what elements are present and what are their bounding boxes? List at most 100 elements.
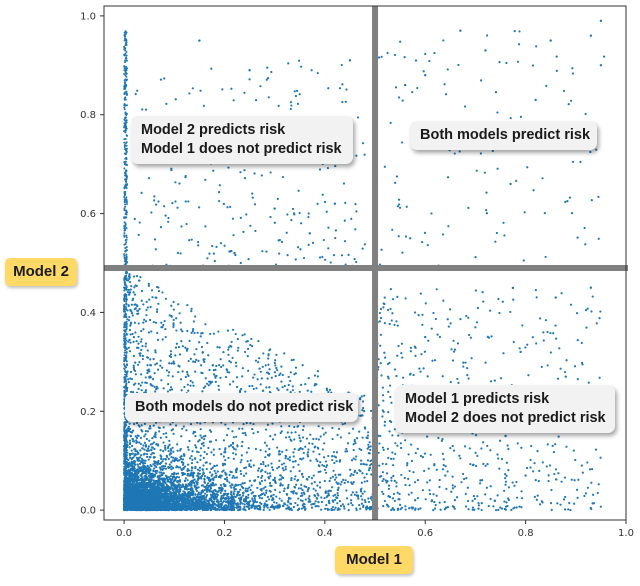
scatter-point: [152, 441, 156, 444]
scatter-point: [146, 371, 149, 375]
scatter-point: [197, 451, 200, 454]
scatter-point: [129, 324, 132, 327]
scatter-point: [214, 483, 217, 486]
scatter-point: [186, 492, 189, 495]
scatter-point: [139, 449, 142, 452]
scatter-point: [203, 485, 206, 488]
scatter-point: [151, 446, 154, 449]
scatter-point: [171, 495, 174, 498]
scatter-point: [173, 493, 176, 496]
scatter-point: [340, 480, 343, 483]
scatter-point: [232, 503, 235, 506]
scatter-point: [351, 504, 354, 507]
scatter-point: [294, 460, 297, 463]
scatter-point: [136, 484, 139, 488]
scatter-point: [301, 447, 304, 451]
scatter-point: [268, 508, 271, 511]
scatter-point: [207, 380, 211, 383]
scatter-point: [149, 305, 152, 309]
scatter-point: [234, 484, 237, 488]
scatter-point: [244, 487, 247, 490]
scatter-point: [137, 363, 140, 366]
scatter-point: [361, 409, 364, 412]
scatter-point: [190, 454, 193, 458]
scatter-point: [153, 447, 156, 451]
scatter-point: [164, 486, 168, 489]
scatter-point: [149, 456, 152, 459]
scatter-point: [181, 492, 184, 496]
scatter-point: [262, 461, 265, 464]
scatter-point: [205, 382, 209, 385]
scatter-point: [181, 463, 185, 466]
scatter-point: [191, 504, 194, 507]
scatter-point: [283, 352, 286, 355]
scatter-point: [350, 501, 353, 505]
scatter-point: [210, 451, 213, 454]
scatter-point: [178, 479, 182, 482]
scatter-point: [199, 434, 202, 437]
scatter-point: [247, 493, 250, 496]
scatter-point: [175, 491, 178, 494]
scatter-point: [292, 451, 295, 454]
scatter-point: [266, 453, 270, 457]
scatter-point: [180, 435, 183, 438]
scatter-point: [266, 472, 269, 475]
scatter-point: [187, 374, 190, 378]
scatter-point: [238, 427, 241, 430]
scatter-point: [219, 505, 223, 508]
scatter-point: [286, 457, 290, 460]
scatter-point: [231, 497, 234, 501]
scatter-point: [250, 505, 254, 509]
scatter-point: [219, 483, 223, 487]
scatter-point: [189, 357, 192, 360]
scatter-point: [319, 461, 322, 464]
scatter-point: [265, 504, 268, 507]
scatter-point: [306, 389, 309, 392]
scatter-point: [280, 463, 284, 466]
scatter-point: [129, 497, 132, 501]
scatter-point: [324, 431, 327, 434]
scatter-point: [151, 491, 154, 495]
scatter-point: [153, 467, 156, 470]
scatter-point: [170, 465, 173, 468]
scatter-point: [204, 507, 207, 510]
scatter-point: [281, 476, 284, 479]
scatter-point: [199, 503, 202, 506]
scatter-point: [292, 358, 295, 361]
scatter-point: [177, 502, 180, 506]
scatter-point: [304, 498, 307, 501]
scatter-point: [190, 507, 193, 510]
scatter-point: [336, 433, 339, 437]
scatter-point: [153, 503, 156, 506]
scatter-point: [168, 439, 171, 442]
scatter-point: [141, 461, 144, 464]
scatter-point: [289, 470, 292, 473]
scatter-point: [188, 439, 191, 443]
scatter-point: [212, 453, 215, 456]
scatter-point: [147, 458, 150, 461]
scatter-point: [302, 425, 305, 428]
scatter-point: [310, 476, 314, 480]
scatter-point: [310, 390, 313, 393]
scatter-point: [154, 363, 157, 366]
scatter-point: [262, 508, 265, 512]
scatter-point: [227, 456, 230, 460]
scatter-point: [132, 422, 136, 426]
scatter-point: [151, 475, 154, 479]
scatter-point: [212, 507, 215, 511]
scatter-point: [236, 490, 239, 493]
scatter-point: [170, 388, 174, 391]
scatter-point: [127, 346, 130, 349]
scatter-point: [273, 476, 276, 479]
scatter-point: [131, 314, 134, 317]
scatter-point: [300, 458, 303, 461]
scatter-point: [167, 449, 170, 453]
scatter-point: [280, 430, 283, 433]
scatter-point: [189, 457, 192, 460]
scatter-point: [287, 383, 290, 387]
scatter-point: [282, 462, 286, 465]
scatter-point: [205, 490, 209, 493]
scatter-point: [265, 499, 268, 503]
scatter-point: [129, 333, 132, 336]
scatter-point: [338, 499, 341, 503]
